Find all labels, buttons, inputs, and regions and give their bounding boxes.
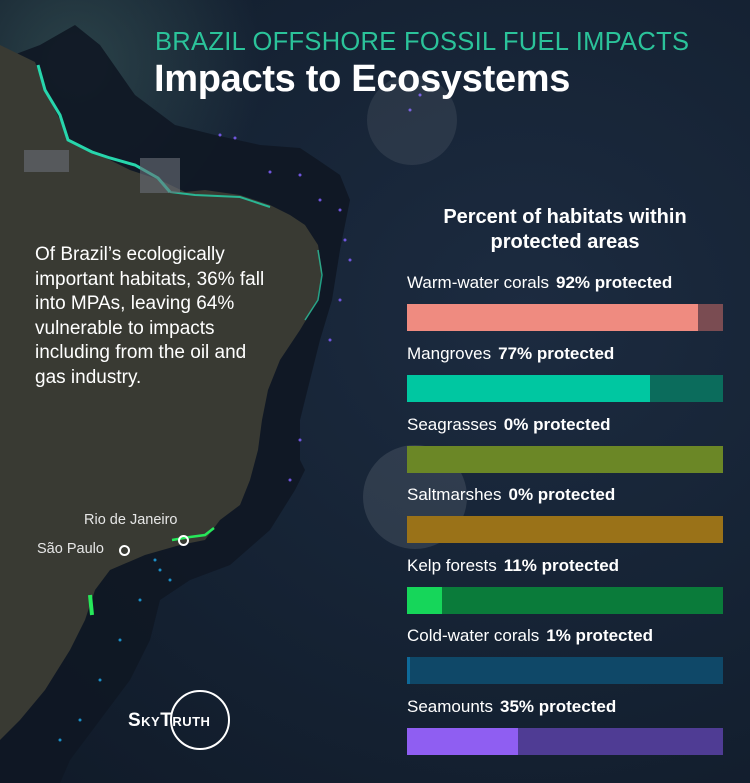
page-title: Impacts to Ecosystems (154, 58, 571, 100)
habitat-percent: 35% protected (500, 697, 617, 716)
bar-track (407, 587, 723, 614)
bar-fill (407, 657, 411, 684)
habitat-row: Seamounts 35% protected (407, 696, 723, 755)
habitat-name: Seagrasses (407, 415, 497, 434)
bar-fill (407, 587, 442, 614)
habitat-percent: 92% protected (556, 273, 673, 292)
habitat-percent: 77% protected (498, 344, 615, 363)
logo-ring-icon (170, 690, 230, 750)
habitat-name: Kelp forests (407, 556, 497, 575)
habitat-name: Warm-water corals (407, 273, 549, 292)
bar-track (407, 375, 723, 402)
chart-title: Percent of habitats within protected are… (443, 206, 687, 253)
habitat-name: Cold-water corals (407, 626, 540, 645)
habitat-name: Saltmarshes (407, 485, 502, 504)
bar-fill (407, 304, 698, 331)
header-subtitle: BRAZIL OFFSHORE FOSSIL FUEL IMPACTS (155, 28, 690, 56)
habitat-percent: 0% protected (508, 485, 616, 504)
intro-paragraph: Of Brazil’s ecologically important habit… (35, 244, 265, 388)
logo-text: SkyTruth (128, 710, 211, 731)
habitat-percent: 0% protected (503, 415, 611, 434)
city-marker-rio (178, 535, 189, 546)
habitat-row: Cold-water corals 1% protected (407, 625, 723, 684)
bar-track (407, 304, 723, 331)
city-marker-sao-paulo (119, 545, 130, 556)
city-label-rio: Rio de Janeiro (84, 512, 178, 528)
habitat-percent: 11% protected (503, 556, 620, 575)
habitat-row: Seagrasses 0% protected (407, 414, 723, 473)
bar-track (407, 516, 723, 543)
habitat-row: Kelp forests 11% protected (407, 555, 723, 614)
habitat-percent: 1% protected (546, 626, 654, 645)
bar-track (407, 728, 723, 755)
habitat-name: Mangroves (407, 344, 492, 363)
habitat-name: Seamounts (407, 697, 493, 716)
bar-track (407, 657, 723, 684)
bar-fill (407, 728, 518, 755)
habitat-row: Mangroves 77% protected (407, 343, 723, 402)
habitat-row: Warm-water corals 92% protected (407, 272, 723, 331)
bar-fill (407, 375, 651, 402)
city-label-sao-paulo: São Paulo (37, 541, 104, 557)
habitat-row: Saltmarshes 0% protected (407, 484, 723, 543)
bar-track (407, 446, 723, 473)
